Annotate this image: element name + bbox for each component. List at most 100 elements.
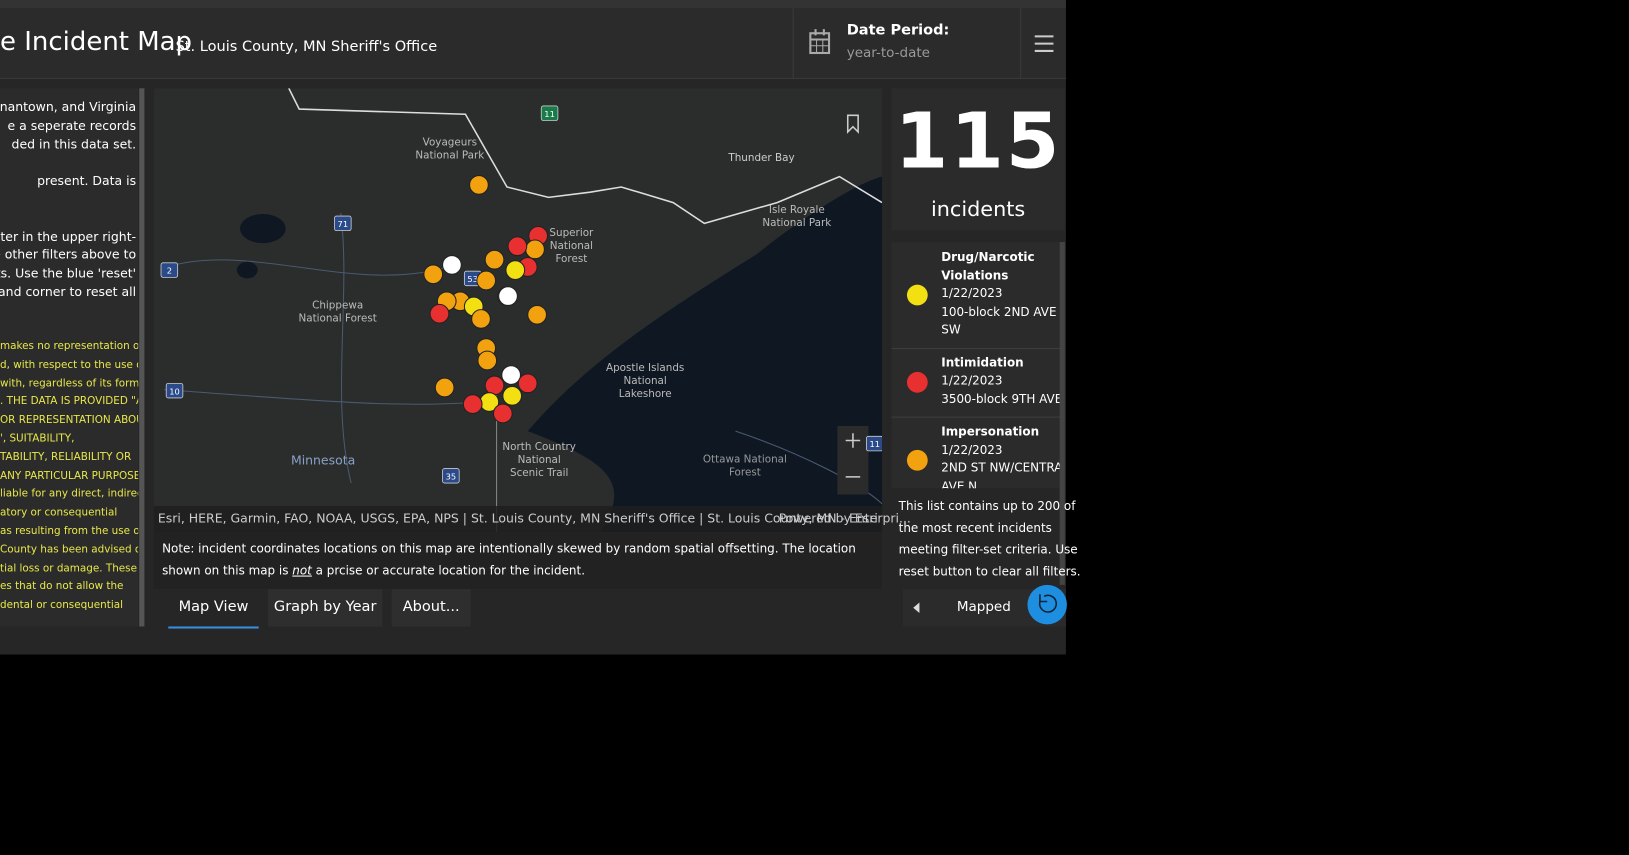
list-footer: Mapped bbox=[902, 584, 1067, 627]
incident-marker[interactable] bbox=[484, 375, 505, 396]
map-label: Thunder Bay bbox=[727, 152, 794, 164]
map-label: National Park bbox=[415, 149, 484, 161]
disclaimer-text: . THE DATA IS PROVIDED "AS bbox=[0, 396, 139, 408]
incident-marker[interactable] bbox=[462, 394, 483, 415]
map-label: Forest bbox=[555, 253, 587, 265]
incident-location: 3500-block 9TH AVE W bbox=[941, 391, 1059, 406]
map-label: Apostle Islands bbox=[606, 362, 684, 374]
map-label: National Forest bbox=[298, 313, 376, 325]
incident-row[interactable]: Intimidation 1/22/2023 3500-block 9TH AVE … bbox=[891, 348, 1060, 418]
panel-text: lists. Use the blue 'reset' bbox=[0, 265, 137, 281]
incident-type: Drug/Narcotic bbox=[941, 249, 1035, 264]
route-shield bbox=[540, 105, 559, 121]
tab[interactable]: About... bbox=[391, 589, 471, 627]
map-label: Forest bbox=[729, 466, 761, 478]
disclaimer-text: es that do not allow the bbox=[0, 581, 124, 593]
map-label: Chippewa bbox=[312, 300, 363, 312]
panel-text: lter in the upper right- bbox=[0, 229, 137, 245]
title: e Incident Map bbox=[0, 25, 193, 57]
icon-circle bbox=[906, 371, 928, 393]
incident-marker[interactable] bbox=[471, 309, 491, 329]
incident-marker[interactable] bbox=[429, 303, 450, 324]
footer-label: Mapped bbox=[956, 599, 1011, 616]
incident-marker[interactable] bbox=[498, 286, 518, 306]
scrollbar[interactable] bbox=[1059, 242, 1065, 585]
map-label: Lakeshore bbox=[619, 388, 672, 400]
count-value: 115 bbox=[894, 96, 1062, 186]
tab-label: Map View bbox=[178, 598, 249, 616]
attribution-bar: Esri, HERE, Garmin, FAO, NOAA, USGS, EPA… bbox=[153, 505, 911, 532]
list-note-line: the most recent incidents bbox=[898, 520, 1052, 536]
powered-by[interactable]: Powered by Esri bbox=[778, 511, 878, 526]
incident-marker[interactable] bbox=[477, 350, 498, 371]
map-label: National Park bbox=[762, 217, 831, 229]
disclaimer-text: TABILITY, RELIABILITY OR bbox=[0, 451, 132, 464]
incident-icon bbox=[906, 371, 928, 393]
route-shield bbox=[165, 382, 184, 399]
route-label: 10 bbox=[169, 386, 180, 396]
menu-button[interactable] bbox=[1034, 34, 1055, 53]
list-note-line: reset button to clear all filters. bbox=[898, 564, 1081, 579]
incident-marker[interactable] bbox=[525, 239, 545, 260]
incident-date: 1/22/2023 bbox=[941, 442, 1003, 457]
disclaimer-text: OR REPRESENTATION ABOUT bbox=[0, 414, 139, 427]
disclaimer-text: tial loss or damage. These bbox=[0, 562, 137, 575]
date-label: Date Period: bbox=[846, 21, 950, 39]
disclaimer-text: dental or consequential bbox=[0, 599, 123, 612]
incident-marker[interactable] bbox=[476, 270, 497, 291]
incident-type: Violations bbox=[941, 267, 1009, 283]
disclaimer-text: as resulting from the use of bbox=[0, 525, 139, 538]
date-value[interactable]: year-to-date bbox=[846, 45, 930, 62]
prev-button[interactable] bbox=[911, 600, 921, 615]
tab[interactable]: Graph by Year bbox=[268, 589, 383, 627]
disclaimer-text: liable for any direct, indirect, bbox=[0, 488, 139, 501]
incident-marker[interactable] bbox=[492, 403, 513, 424]
incident-icon bbox=[906, 449, 928, 471]
incident-marker[interactable] bbox=[501, 365, 522, 385]
calendar-icon bbox=[809, 29, 831, 55]
incident-row[interactable]: Impersonation 1/22/2023 2ND ST NW/CENTRAL A… bbox=[891, 417, 1060, 488]
route-label: 11 bbox=[544, 109, 555, 119]
icon-circle bbox=[906, 284, 928, 306]
incident-marker[interactable] bbox=[484, 249, 505, 270]
incident-marker[interactable] bbox=[434, 377, 455, 398]
incident-marker[interactable] bbox=[442, 255, 462, 275]
list-note: This list contains up to 200 of the most … bbox=[891, 496, 1081, 590]
panel-text: e a seperate records bbox=[7, 118, 137, 133]
incident-marker[interactable] bbox=[423, 264, 444, 285]
reset-button[interactable] bbox=[1027, 581, 1067, 629]
tab-label: Graph by Year bbox=[273, 598, 377, 616]
incident-marker[interactable] bbox=[507, 236, 528, 257]
incident-marker[interactable] bbox=[502, 385, 523, 406]
incident-location: 2ND ST NW/CENTRAL bbox=[941, 460, 1060, 475]
divider bbox=[1020, 8, 1022, 78]
map-label: North Country bbox=[502, 441, 576, 453]
route-shield bbox=[334, 215, 352, 232]
panel-text: t-hand corner to reset all bbox=[0, 284, 137, 300]
left-panel: nantown, and Virginia e a seperate record… bbox=[0, 88, 139, 627]
tab[interactable]: Map View bbox=[168, 589, 259, 629]
disclaimer-text: ANY PARTICULAR PURPOSE. bbox=[0, 470, 139, 482]
incident-marker[interactable] bbox=[527, 304, 547, 325]
map-label: Minnesota bbox=[291, 452, 355, 467]
incident-marker[interactable] bbox=[469, 175, 489, 195]
panel-text: he other filters above to bbox=[0, 247, 137, 262]
scrollbar[interactable] bbox=[139, 88, 145, 627]
route-label: 2 bbox=[167, 266, 172, 276]
route-label: 71 bbox=[338, 219, 349, 229]
map-note: Note: incident coordinates locations on … bbox=[153, 531, 883, 590]
map-label: Superior bbox=[549, 227, 594, 239]
incident-marker[interactable] bbox=[505, 260, 526, 280]
map-label: National bbox=[550, 240, 593, 252]
incident-row[interactable]: Drug/Narcotic Violations 1/22/2023 100-bloc… bbox=[891, 242, 1060, 349]
map-label: Voyageurs bbox=[423, 136, 477, 148]
map-label: National bbox=[624, 375, 667, 387]
disclaimer-text: d, with respect to the use or bbox=[0, 359, 139, 371]
incident-marker[interactable] bbox=[517, 373, 538, 394]
incident-date: 1/22/2023 bbox=[941, 372, 1003, 388]
tab-label: About... bbox=[402, 598, 460, 616]
route-label: 11 bbox=[869, 439, 880, 449]
top-strip bbox=[0, 0, 1066, 9]
